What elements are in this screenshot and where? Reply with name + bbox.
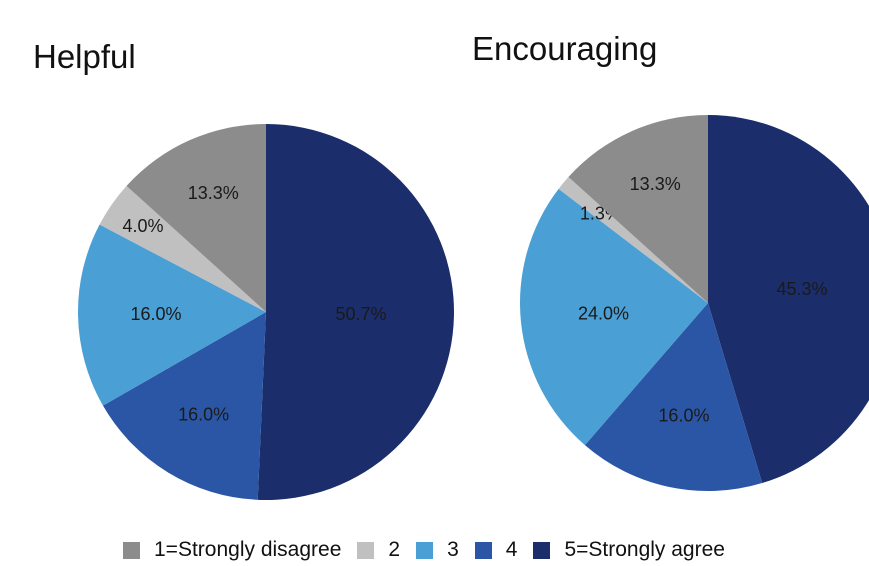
pie-slice-strongly-agree [257, 124, 454, 500]
legend-item-3: 3 [416, 538, 459, 562]
legend-item-2: 2 [357, 538, 400, 562]
legend-item-4: 4 [474, 538, 518, 562]
legend-label-1: 1=Strongly disagree [154, 538, 342, 561]
legend-swatch-3 [416, 541, 434, 559]
pie-slice-2 [558, 177, 708, 303]
legend-label-2: 2 [388, 538, 401, 561]
pie-slice-3 [78, 224, 266, 406]
legend-swatch-5 [533, 541, 551, 559]
slice-label-3: 24.0% [578, 304, 629, 324]
legend-item-1: 1=Strongly disagree [123, 538, 341, 562]
legend-swatch-2 [357, 541, 375, 559]
slice-label-strongly-disagree: 13.3% [188, 183, 239, 203]
legend-label-4: 4 [505, 538, 518, 561]
pie-slice-2 [99, 185, 267, 312]
pie-slice-4 [102, 312, 266, 500]
pie-slice-4 [584, 303, 763, 491]
slice-label-3: 16.0% [130, 304, 181, 324]
legend-swatch-1 [123, 541, 140, 559]
slice-label-strongly-agree: 50.7% [335, 304, 386, 324]
legend-label-3: 3 [447, 538, 459, 561]
legend-label-5: 5=Strongly agree [564, 538, 725, 561]
legend: 1=Strongly disagree 2 3 4 5=Strongly agr… [123, 538, 741, 562]
pie-encouraging: 45.3%16.0%24.0%1.3%13.3% [520, 115, 869, 491]
slice-label-strongly-disagree: 13.3% [630, 174, 681, 194]
slice-label-strongly-agree: 45.3% [776, 279, 827, 299]
slice-label-4: 16.0% [178, 405, 229, 425]
chart-title-helpful: Helpful [33, 38, 136, 75]
pie-helpful: 50.7% 16.0% 16.0% 4.0% 13.3% [78, 124, 454, 500]
legend-swatch-4 [474, 541, 492, 559]
pie-slice-3 [520, 188, 708, 446]
legend-item-5: 5=Strongly agree [533, 538, 725, 562]
slice-label-4: 16.0% [658, 405, 709, 425]
pie-slice-strongly-agree [708, 115, 869, 484]
chart-title-encouraging: Encouraging [472, 30, 658, 67]
pie-slice-strongly-disagree [126, 124, 266, 312]
pie-slice-strongly-disagree [568, 115, 708, 303]
slice-label-2: 4.0% [122, 216, 163, 236]
